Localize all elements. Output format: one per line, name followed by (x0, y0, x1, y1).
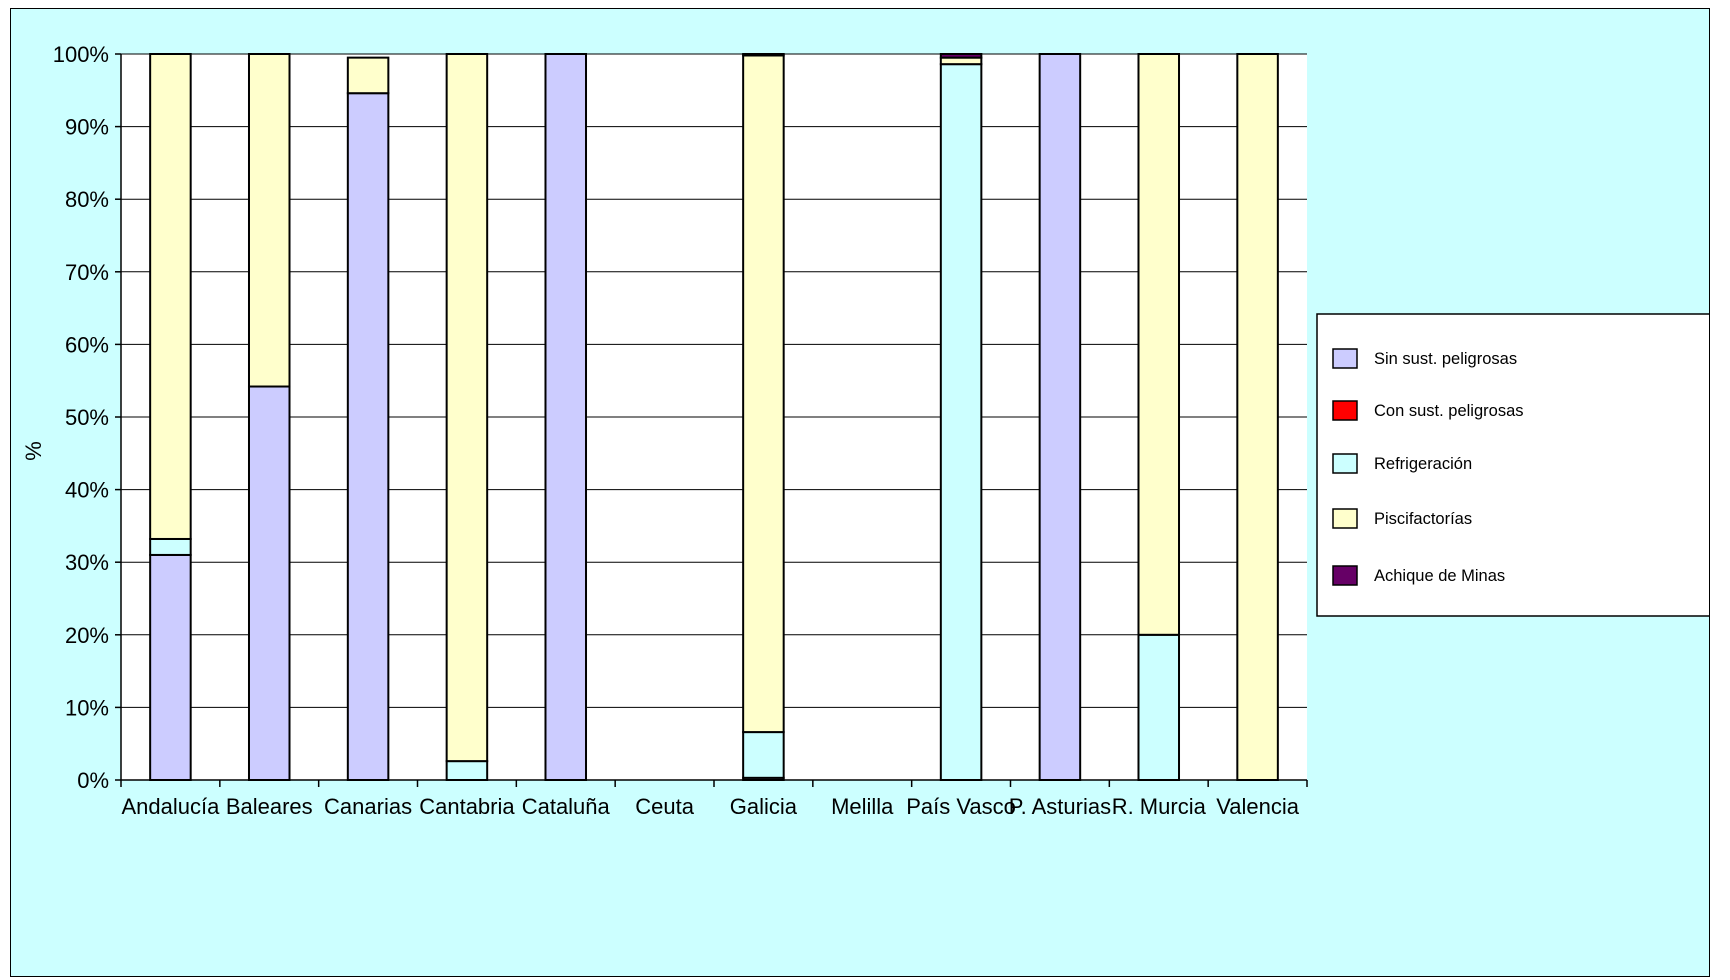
x-tick-label: P. Asturias (1009, 794, 1111, 819)
legend-label: Achique de Minas (1374, 567, 1505, 585)
legend-swatch (1332, 508, 1358, 529)
bar-segment (1137, 633, 1181, 781)
y-tick-label: 100% (53, 42, 109, 67)
y-tick-label: 50% (65, 405, 109, 430)
x-tick-label: Galicia (730, 794, 798, 819)
bar-segment (346, 56, 390, 95)
bar-segment (544, 53, 588, 781)
bar-segment (1236, 53, 1279, 781)
y-tick-label: 90% (65, 115, 109, 140)
y-tick-label: 20% (65, 623, 109, 648)
x-tick-label: Cantabria (419, 794, 515, 819)
x-tick-label: Baleares (226, 794, 313, 819)
bar-segment (149, 553, 192, 781)
legend-swatch (1332, 348, 1358, 369)
y-tick-label: 30% (65, 550, 109, 575)
bar-segment (939, 63, 983, 781)
x-tick-label: País Vasco (906, 794, 1016, 819)
stacked-bar-chart: 0% 10% 20% 30% 40% 50% 60% 70% 80% 90% 100% Andalu… (21, 42, 1709, 819)
x-tick-label: Andalucía (121, 794, 220, 819)
y-tick-label: 40% (65, 478, 109, 503)
bar-segment (1137, 53, 1181, 636)
y-tick-label: 60% (65, 332, 109, 357)
y-tick-label: 0% (77, 768, 109, 793)
bar-segment (346, 92, 390, 782)
y-ticks: 0% 10% 20% 30% 40% 50% 60% 70% 80% 90% 100% (53, 42, 121, 793)
bar-segment (149, 537, 192, 556)
bar-segment (149, 53, 192, 540)
bar-segment (939, 53, 983, 59)
bar-segment (742, 731, 785, 779)
gridlines (121, 53, 1307, 708)
legend-items: Sin sust. peligrosas Con sust. peligrosas… (1332, 348, 1524, 586)
legend-label: Sin sust. peligrosas (1374, 350, 1517, 368)
x-tick-label: Cataluña (522, 794, 611, 819)
x-tick-label: R. Murcia (1112, 794, 1207, 819)
bar-segment (247, 385, 291, 781)
y-tick-label: 70% (65, 260, 109, 285)
x-tick-label: Ceuta (635, 794, 694, 819)
y-axis-title: % (21, 441, 46, 461)
legend-label: Refrigeración (1374, 455, 1472, 473)
bar-segment (445, 760, 489, 782)
legend-swatch (1332, 400, 1358, 421)
legend-box (1316, 313, 1709, 617)
x-tick-label: Valencia (1216, 794, 1300, 819)
bar-segment (1038, 53, 1082, 781)
bar-segment (742, 53, 785, 57)
legend-label: Piscifactorías (1374, 510, 1472, 528)
bar-segment (445, 53, 489, 763)
y-tick-label: 10% (65, 695, 109, 720)
bar-segment (742, 54, 785, 734)
bar-segment (247, 53, 291, 388)
y-tick-label: 80% (65, 187, 109, 212)
x-tick-label: Melilla (831, 794, 894, 819)
x-ticks: Andalucía Baleares Canarias Cantabria Catalu… (120, 780, 1308, 819)
legend-label: Con sust. peligrosas (1374, 402, 1524, 420)
legend-swatch (1332, 453, 1358, 474)
bars (149, 53, 1279, 782)
legend-swatch (1332, 565, 1358, 586)
chart-area: 0% 10% 20% 30% 40% 50% 60% 70% 80% 90% 100% Andalu… (10, 8, 1710, 977)
legend: Sin sust. peligrosas Con sust. peligrosas… (1316, 313, 1709, 617)
x-tick-label: Canarias (324, 794, 412, 819)
